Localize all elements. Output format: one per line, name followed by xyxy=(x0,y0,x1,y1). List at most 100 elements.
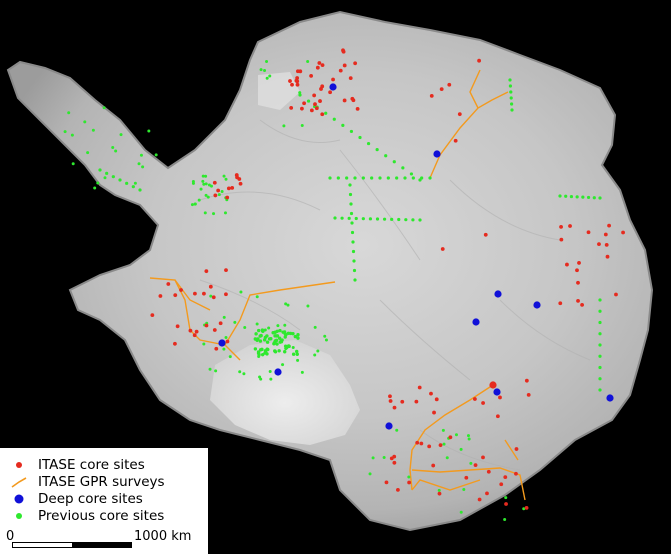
gpr-route-7 xyxy=(411,467,526,501)
itase-core-site xyxy=(453,138,458,143)
itase-core-site xyxy=(224,268,228,273)
previous-core-site xyxy=(352,268,357,273)
previous-core-site xyxy=(313,325,317,329)
itase-core-site xyxy=(331,77,335,82)
itase-core-site xyxy=(288,79,292,83)
legend-label: ITASE GPR surveys xyxy=(38,474,165,490)
previous-core-site xyxy=(98,168,102,172)
itase-core-site xyxy=(472,397,477,401)
itase-core-site xyxy=(302,101,307,106)
itase-core-site xyxy=(438,443,443,448)
previous-core-site xyxy=(467,437,471,441)
previous-core-site xyxy=(273,350,278,354)
previous-core-site xyxy=(306,59,310,63)
previous-core-site xyxy=(267,326,271,330)
previous-core-sites xyxy=(63,59,602,522)
previous-core-site xyxy=(63,130,67,134)
previous-core-site xyxy=(316,349,320,353)
itase-core-site xyxy=(419,441,424,446)
itase-core-site xyxy=(440,247,445,251)
previous-core-site xyxy=(454,433,458,437)
previous-core-site xyxy=(263,351,267,355)
previous-core-site xyxy=(228,355,232,359)
previous-core-site xyxy=(111,145,115,149)
previous-core-site xyxy=(258,339,263,343)
itase-core-site xyxy=(434,397,439,402)
orange-line-icon xyxy=(11,477,27,488)
scale-bar-graphic xyxy=(12,542,132,548)
previous-core-site xyxy=(265,340,270,344)
previous-core-site xyxy=(263,335,268,340)
previous-core-site xyxy=(119,133,123,137)
legend-label: ITASE core sites xyxy=(38,457,145,473)
previous-core-site xyxy=(351,240,355,244)
previous-core-site xyxy=(348,183,352,187)
previous-core-site xyxy=(283,350,287,354)
previous-core-site xyxy=(366,141,371,146)
previous-core-site xyxy=(281,363,285,367)
previous-core-site xyxy=(67,111,71,115)
itase-core-site xyxy=(429,391,433,396)
previous-core-site xyxy=(349,202,353,206)
itase-core-site xyxy=(392,405,397,410)
previous-core-site xyxy=(224,177,228,181)
previous-core-site xyxy=(298,93,302,97)
itase-core-site xyxy=(294,78,299,83)
deep-core-site xyxy=(472,318,480,326)
legend-label: Previous core sites xyxy=(38,508,165,524)
previous-core-site xyxy=(313,353,317,357)
itase-core-site xyxy=(318,99,322,103)
previous-core-site xyxy=(71,162,75,166)
previous-core-site xyxy=(592,196,596,200)
previous-core-site xyxy=(291,346,295,350)
previous-core-site xyxy=(102,106,106,110)
previous-core-site xyxy=(336,176,340,180)
itase-core-site xyxy=(481,401,485,405)
itase-core-site xyxy=(457,112,462,117)
itase-core-site xyxy=(342,98,347,103)
scale-bar: 0 1000 km xyxy=(0,528,208,554)
previous-core-site xyxy=(223,211,227,215)
previous-core-site xyxy=(340,216,344,220)
previous-core-site xyxy=(281,330,285,334)
itase-core-site xyxy=(213,193,218,198)
previous-core-site xyxy=(201,174,205,178)
previous-core-site xyxy=(296,358,300,362)
itase-core-site xyxy=(432,410,436,415)
itase-core-site xyxy=(309,74,314,78)
itase-core-site xyxy=(179,288,183,292)
previous-core-site xyxy=(284,302,288,306)
itase-core-site xyxy=(473,463,478,468)
previous-core-site xyxy=(296,336,300,340)
previous-core-site xyxy=(407,475,411,479)
legend-item-previous-core: Previous core sites xyxy=(10,507,164,525)
itase-core-site xyxy=(514,447,519,451)
previous-core-site xyxy=(208,367,212,371)
previous-core-site xyxy=(442,442,446,446)
previous-core-site xyxy=(598,365,602,370)
itase-core-site xyxy=(439,87,444,92)
previous-core-site xyxy=(103,176,107,180)
previous-core-site xyxy=(598,332,602,336)
previous-core-site xyxy=(575,195,579,199)
itase-core-site xyxy=(565,262,569,267)
previous-core-site xyxy=(459,510,463,514)
previous-core-site xyxy=(259,68,263,72)
previous-core-site xyxy=(260,328,265,332)
previous-core-site xyxy=(131,185,135,189)
previous-core-site xyxy=(349,129,354,134)
previous-core-site xyxy=(352,259,356,263)
itase-core-site xyxy=(577,261,581,265)
itase-core-site xyxy=(351,98,356,103)
legend-item-deep-core: Deep core sites xyxy=(10,490,143,508)
previous-core-site xyxy=(581,195,585,199)
itase-core-site xyxy=(214,346,219,351)
legend: ITASE core sites ITASE GPR surveys Deep … xyxy=(0,448,208,554)
previous-core-site xyxy=(469,461,473,465)
itase-core-site xyxy=(295,69,300,74)
previous-core-site xyxy=(375,217,380,221)
previous-core-site xyxy=(509,96,513,100)
previous-core-site xyxy=(263,349,268,353)
previous-core-site xyxy=(275,329,279,334)
previous-core-site xyxy=(233,320,237,324)
